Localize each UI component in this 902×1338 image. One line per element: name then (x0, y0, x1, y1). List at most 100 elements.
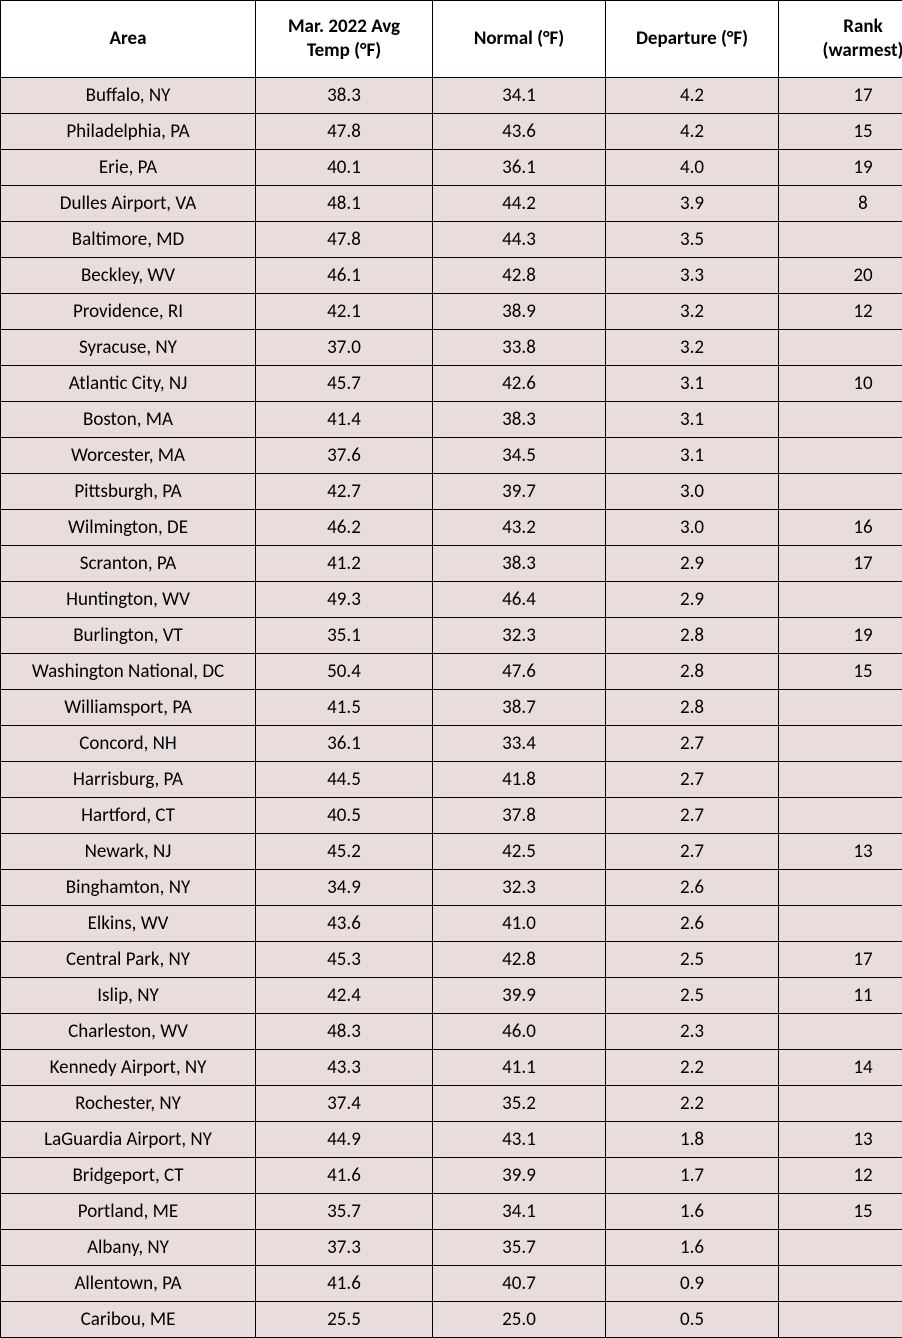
table-row: Allentown, PA41.640.70.9 (1, 1266, 902, 1302)
table-cell: 3.9 (606, 186, 779, 222)
table-cell: 41.2 (256, 546, 433, 582)
table-cell: 43.2 (433, 510, 606, 546)
table-row: Worcester, MA37.634.53.1 (1, 438, 902, 474)
table-cell: 14 (779, 1050, 902, 1086)
column-header: Mar. 2022 AvgTemp (°F) (256, 1, 433, 78)
table-cell: 47.6 (433, 654, 606, 690)
table-cell: 35.7 (256, 1194, 433, 1230)
table-cell: Concord, NH (1, 726, 256, 762)
table-cell: 33.8 (433, 330, 606, 366)
table-cell: 44.9 (256, 1122, 433, 1158)
table-row: Islip, NY42.439.92.511 (1, 978, 902, 1014)
table-cell (779, 690, 902, 726)
table-row: Albany, NY37.335.71.6 (1, 1230, 902, 1266)
column-header: Rank(warmest) (779, 1, 902, 78)
table-row: Beckley, WV46.142.83.320 (1, 258, 902, 294)
table-cell: 2.5 (606, 942, 779, 978)
table-cell: 4.0 (606, 150, 779, 186)
table-row: Hartford, CT40.537.82.7 (1, 798, 902, 834)
table-cell: 20 (779, 258, 902, 294)
table-cell: 2.6 (606, 870, 779, 906)
table-cell: 3.2 (606, 294, 779, 330)
table-cell: 3.2 (606, 330, 779, 366)
table-cell: 39.9 (433, 1158, 606, 1194)
table-header: AreaMar. 2022 AvgTemp (°F)Normal (°F)Dep… (1, 1, 902, 78)
table-cell: 11 (779, 978, 902, 1014)
table-cell: 47.8 (256, 114, 433, 150)
header-line2: Area (5, 27, 251, 51)
table-cell: 42.5 (433, 834, 606, 870)
table-cell: 2.3 (606, 1014, 779, 1050)
table-cell: 40.5 (256, 798, 433, 834)
table-cell: Baltimore, MD (1, 222, 256, 258)
table-cell: Hartford, CT (1, 798, 256, 834)
table-cell (779, 1014, 902, 1050)
table-cell: 32.3 (433, 870, 606, 906)
table-cell: 3.1 (606, 366, 779, 402)
table-row: Binghamton, NY34.932.32.6 (1, 870, 902, 906)
table-cell: 3.0 (606, 510, 779, 546)
table-cell: 44.2 (433, 186, 606, 222)
table-cell: 35.7 (433, 1230, 606, 1266)
table-cell: 43.6 (433, 114, 606, 150)
table-cell: 49.3 (256, 582, 433, 618)
table-cell: 1.6 (606, 1194, 779, 1230)
table-cell: 12 (779, 294, 902, 330)
table-cell: 37.6 (256, 438, 433, 474)
table-cell: 2.2 (606, 1086, 779, 1122)
table-cell: 33.4 (433, 726, 606, 762)
table-cell: 48.1 (256, 186, 433, 222)
table-cell: 34.1 (433, 1194, 606, 1230)
table-cell: 47.8 (256, 222, 433, 258)
table-cell: Philadelphia, PA (1, 114, 256, 150)
table-cell: 42.6 (433, 366, 606, 402)
table-cell: 1.6 (606, 1230, 779, 1266)
table-cell: 46.1 (256, 258, 433, 294)
table-cell: Washington National, DC (1, 654, 256, 690)
table-row: Boston, MA41.438.33.1 (1, 402, 902, 438)
table-cell: 46.2 (256, 510, 433, 546)
table-cell: 43.6 (256, 906, 433, 942)
table-body: Buffalo, NY38.334.14.217Philadelphia, PA… (1, 78, 902, 1338)
table-cell: 45.3 (256, 942, 433, 978)
table-cell: 3.1 (606, 402, 779, 438)
table-cell: Erie, PA (1, 150, 256, 186)
table-cell: 44.3 (433, 222, 606, 258)
table-cell: Huntington, WV (1, 582, 256, 618)
header-row: AreaMar. 2022 AvgTemp (°F)Normal (°F)Dep… (1, 1, 902, 78)
table-cell: Dulles Airport, VA (1, 186, 256, 222)
table-row: Harrisburg, PA44.541.82.7 (1, 762, 902, 798)
table-cell: 41.5 (256, 690, 433, 726)
table-cell: 0.9 (606, 1266, 779, 1302)
table-cell: 25.0 (433, 1302, 606, 1338)
table-cell: 0.5 (606, 1302, 779, 1338)
table-cell: 46.4 (433, 582, 606, 618)
table-cell: 15 (779, 654, 902, 690)
table-cell (779, 222, 902, 258)
table-cell: Boston, MA (1, 402, 256, 438)
table-cell: 16 (779, 510, 902, 546)
table-cell: 10 (779, 366, 902, 402)
table-cell: 3.5 (606, 222, 779, 258)
table-cell: 38.9 (433, 294, 606, 330)
table-cell: 43.1 (433, 1122, 606, 1158)
table-cell: 39.7 (433, 474, 606, 510)
table-row: Charleston, WV48.346.02.3 (1, 1014, 902, 1050)
table-cell: Wilmington, DE (1, 510, 256, 546)
table-cell (779, 798, 902, 834)
table-cell: 37.0 (256, 330, 433, 366)
table-cell: 17 (779, 942, 902, 978)
table-cell: 42.4 (256, 978, 433, 1014)
table-cell: 34.1 (433, 78, 606, 114)
table-cell: 36.1 (433, 150, 606, 186)
table-row: Baltimore, MD47.844.33.5 (1, 222, 902, 258)
table-cell: 40.7 (433, 1266, 606, 1302)
table-cell: 1.7 (606, 1158, 779, 1194)
table-cell: 2.6 (606, 906, 779, 942)
column-header: Normal (°F) (433, 1, 606, 78)
table-cell (779, 582, 902, 618)
table-row: Newark, NJ45.242.52.713 (1, 834, 902, 870)
table-cell: Newark, NJ (1, 834, 256, 870)
table-cell: 42.8 (433, 258, 606, 294)
table-cell: 40.1 (256, 150, 433, 186)
